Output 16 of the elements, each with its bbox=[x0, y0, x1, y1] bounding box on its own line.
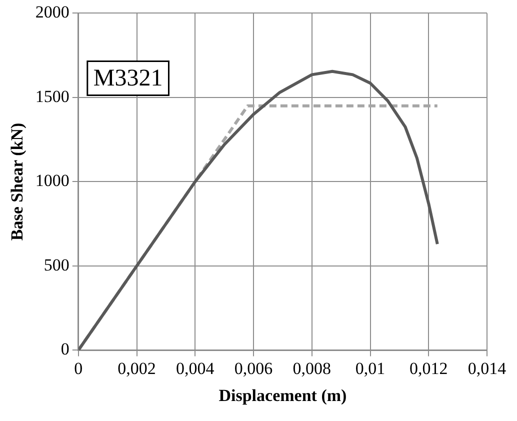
x-tick-label: 0,002 bbox=[118, 358, 156, 378]
x-tick-label: 0,006 bbox=[234, 358, 273, 378]
y-tick-label: 2000 bbox=[35, 2, 70, 22]
y-axis-title: Base Shear (kN) bbox=[8, 122, 27, 241]
x-tick-label: 0,01 bbox=[355, 358, 386, 378]
x-tick-label: 0,012 bbox=[410, 358, 448, 378]
y-tick-label: 1500 bbox=[35, 86, 70, 106]
x-tick-label: 0 bbox=[74, 358, 83, 378]
x-tick-label: 0,004 bbox=[176, 358, 215, 378]
annotation: M3321 bbox=[93, 65, 163, 92]
y-tick-label: 1000 bbox=[35, 171, 70, 190]
y-tick-label: 0 bbox=[60, 340, 70, 359]
x-axis-title: Displacement (m) bbox=[218, 386, 347, 406]
y-tick-label: 500 bbox=[44, 255, 70, 274]
x-tick-label: 0,014 bbox=[468, 358, 507, 378]
x-tick-label: 0,008 bbox=[292, 358, 332, 378]
